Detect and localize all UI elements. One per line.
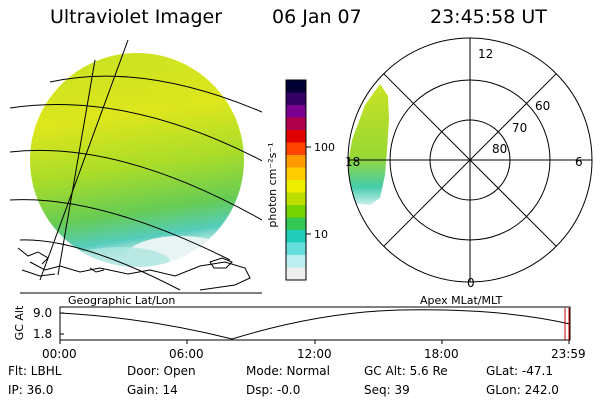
- gain-info: Gain: 14: [127, 383, 178, 397]
- door-info: Door: Open: [127, 364, 196, 378]
- date-label: 06 Jan 07: [272, 6, 362, 28]
- gc-alt-info: GC Alt: 5.6 Re: [364, 364, 448, 378]
- colorbar-band: [286, 180, 306, 193]
- colorbar-band: [286, 80, 306, 93]
- colorbar-band: [286, 92, 306, 106]
- colorbar-band: [286, 255, 306, 268]
- polar-auroral-wedge: [348, 84, 389, 205]
- colorbar-band: [286, 205, 306, 218]
- altitude-xtick-1200: 12:00: [297, 347, 332, 361]
- colorbar-tick-100: 100: [314, 141, 335, 154]
- colorbar-band: [286, 117, 306, 131]
- mlt-label-0: 0: [467, 276, 475, 290]
- seq-info: Seq: 39: [364, 383, 410, 397]
- geographic-grid: [9, 39, 262, 291]
- colorbar-band: [286, 192, 306, 206]
- altitude-ylabel: GC Alt: [13, 305, 26, 340]
- mlat-label-60: 60: [535, 99, 550, 113]
- colorbar-band: [286, 155, 306, 168]
- mlat-label-80: 80: [492, 142, 507, 156]
- altitude-plot-frame: [59, 306, 571, 341]
- altitude-xtick-1800: 18:00: [424, 347, 459, 361]
- altitude-xtick-2359: 23:59: [551, 347, 586, 361]
- colorbar-band: [286, 217, 306, 231]
- altitude-trace: [59, 309, 571, 340]
- glat-info: GLat: -47.1: [486, 364, 553, 378]
- polar-grid: [347, 37, 593, 283]
- colorbar: [285, 79, 307, 281]
- colorbar-frame: [285, 79, 307, 281]
- altitude-ytick-9: 9.0: [33, 306, 52, 320]
- filter-info: Flt: LBHL: [8, 364, 62, 378]
- colorbar-tick-10: 10: [314, 228, 328, 241]
- colorbar-band: [286, 230, 306, 243]
- coastline-outline: [17, 247, 251, 291]
- mlt-label-18: 18: [345, 155, 360, 169]
- colorbar-unit-label: photon cm⁻²s⁻¹: [266, 142, 279, 227]
- altitude-ytick-1-8: 1.8: [33, 327, 52, 341]
- colorbar-band: [286, 130, 306, 143]
- left-panel-caption: Geographic Lat/Lon: [68, 294, 175, 307]
- dsp-info: Dsp: -0.0: [246, 383, 301, 397]
- time-label: 23:45:58 UT: [430, 6, 547, 28]
- colorbar-band: [286, 105, 306, 118]
- altitude-xtick-0000: 00:00: [42, 347, 77, 361]
- mode-info: Mode: Normal: [246, 364, 330, 378]
- mlt-label-12: 12: [478, 47, 493, 61]
- earth-disk-image: [30, 53, 244, 267]
- right-panel-caption: Apex MLat/MLT: [420, 294, 503, 307]
- colorbar-band: [286, 167, 306, 181]
- mlt-label-6: 6: [575, 155, 583, 169]
- colorbar-band: [286, 142, 306, 156]
- glon-info: GLon: 242.0: [486, 383, 559, 397]
- colorbar-band: [286, 242, 306, 256]
- app-title: Ultraviolet Imager: [50, 6, 223, 28]
- mlat-label-70: 70: [512, 121, 527, 135]
- colorbar-band: [286, 267, 306, 281]
- altitude-plot: [59, 306, 571, 344]
- altitude-xtick-0600: 06:00: [169, 347, 204, 361]
- ip-info: IP: 36.0: [8, 383, 54, 397]
